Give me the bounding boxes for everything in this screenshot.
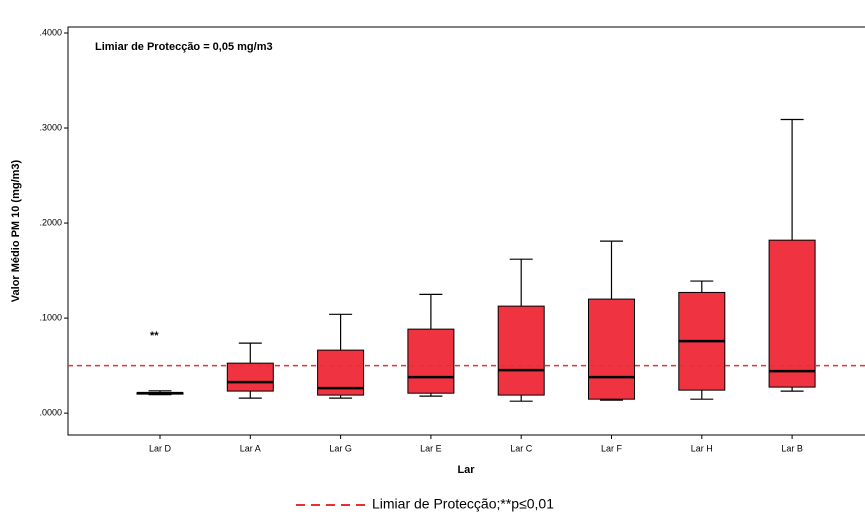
box [497, 305, 545, 396]
x-tick-label: Lar E [420, 443, 442, 453]
box [226, 362, 274, 392]
plot-frame [67, 26, 865, 436]
y-tick-label: .2000 [39, 217, 62, 227]
significance-marker: ** [150, 330, 159, 342]
y-tick-label: .4000 [39, 27, 62, 37]
y-axis-label: Valor Médio PM 10 (mg/m3) [10, 159, 22, 302]
x-tick-label: Lar C [510, 443, 533, 453]
x-tick-label: Lar B [781, 443, 803, 453]
box [768, 239, 816, 388]
y-tick-label: .3000 [39, 122, 62, 132]
annotation: Limiar de Protecção = 0,05 mg/m3 [95, 41, 273, 53]
x-tick-label: Lar D [149, 443, 172, 453]
box [407, 328, 455, 394]
x-tick-label: Lar A [240, 443, 261, 453]
legend-label: Limiar de Protecção;**p≤0,01 [372, 496, 554, 512]
y-tick-label: .1000 [39, 312, 62, 322]
x-axis-label: Lar [457, 464, 475, 476]
x-tick-label: Lar H [691, 443, 713, 453]
box [588, 298, 635, 400]
x-tick-label: Lar F [601, 443, 623, 453]
x-tick-label: Lar G [329, 443, 352, 453]
y-tick-label: .0000 [39, 408, 62, 418]
